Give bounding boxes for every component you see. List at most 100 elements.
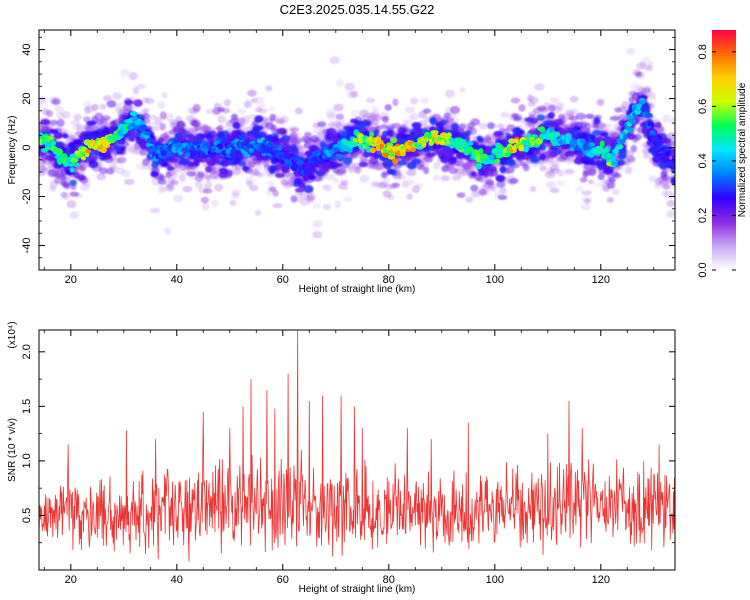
heatmap-cell [147, 114, 158, 121]
heatmap-cell [443, 112, 451, 119]
heatmap-cell [526, 133, 532, 140]
heatmap-cell [477, 169, 486, 176]
heatmap-cell [470, 118, 481, 126]
heatmap-cell [267, 180, 275, 187]
heatmap-cell [69, 167, 75, 173]
heatmap-cell [227, 170, 234, 177]
heatmap-cell [312, 219, 323, 228]
heatmap-cell [640, 105, 649, 113]
heatmap-cell [497, 194, 508, 200]
heatmap-cell [385, 159, 395, 168]
heatmap-cell [380, 172, 388, 179]
heatmap-cell [377, 182, 386, 189]
heatmap-cell [245, 176, 256, 183]
heatmap-cell [196, 152, 203, 159]
heatmap-cell [450, 123, 460, 131]
heatmap-cell [238, 134, 248, 141]
snr-y-axis: 0.51.01.52.0 [21, 344, 675, 544]
heatmap-cell [256, 155, 264, 162]
heatmap-cell [166, 166, 175, 171]
heatmap-cell [445, 89, 455, 98]
heatmap-cell [217, 143, 224, 150]
heatmap-cell [335, 79, 344, 88]
heatmap-cell [136, 83, 147, 90]
heatmap-cell [518, 104, 526, 112]
heatmap-cell [655, 141, 661, 148]
heatmap-cell [39, 165, 47, 172]
heatmap-cell [199, 125, 207, 133]
heatmap-cell [499, 186, 507, 194]
heatmap-cell [379, 135, 388, 142]
heatmap-cell [529, 117, 539, 124]
heatmap-cell [391, 122, 401, 129]
heatmap-cell [250, 169, 260, 176]
colorbar-tick-label: 0.2 [697, 208, 709, 223]
snr-frame [38, 329, 676, 571]
heatmap-cell [161, 92, 168, 99]
figure-title: C2E3.2025.035.14.55.G22 [280, 2, 435, 17]
heatmap-cell [159, 111, 167, 120]
heatmap-cell [624, 166, 633, 175]
colorbar-tick-label: 0.8 [697, 44, 709, 59]
heatmap-cell [564, 159, 572, 165]
heatmap-cell [325, 108, 336, 116]
heatmap-cell [265, 85, 273, 92]
heatmap-cell [621, 100, 629, 110]
heatmap-cell [475, 162, 483, 170]
heatmap-cell [539, 165, 547, 172]
heatmap-cell [254, 209, 262, 216]
heatmap-cell [290, 195, 298, 203]
heatmap-cell [214, 183, 224, 192]
heatmap-cell [303, 185, 314, 193]
heatmap-cell [404, 106, 416, 114]
heatmap-cell [628, 117, 637, 125]
x-tick-label: 40 [171, 274, 183, 286]
heatmap-cell [88, 155, 99, 161]
heatmap-cell [630, 145, 638, 153]
heatmap-cell [178, 127, 186, 134]
snr-y-axis-label: SNR (10 * v/v) [7, 418, 18, 482]
heatmap-cell [392, 158, 399, 165]
heatmap-cell [382, 115, 390, 124]
heatmap-cell [455, 151, 464, 159]
heatmap-cell [527, 94, 534, 102]
x-tick-label: 80 [383, 574, 395, 586]
heatmap-cell [626, 47, 636, 55]
heatmap-cell [232, 122, 241, 130]
heatmap-cell [549, 151, 558, 158]
heatmap-cell [493, 158, 501, 164]
heatmap-cell [350, 109, 362, 118]
heatmap-cell [446, 132, 452, 138]
heatmap-cell [308, 144, 318, 152]
heatmap-cell [123, 178, 135, 185]
colorbar-gradient [712, 30, 736, 270]
heatmap-cell [217, 115, 227, 124]
heatmap-cell [643, 56, 650, 62]
heatmap-cell [113, 145, 121, 151]
heatmap-cell [597, 173, 605, 181]
heatmap-cell [592, 123, 600, 129]
heatmap-cell [434, 121, 445, 127]
heatmap-cell [566, 149, 577, 156]
heatmap-cell [179, 173, 186, 182]
heatmap-cell [406, 178, 415, 186]
heatmap-cell [585, 166, 596, 171]
heatmap-cell [307, 166, 316, 173]
heatmap-cell [50, 128, 59, 134]
heatmap-cell [157, 101, 166, 110]
heatmap-cell [80, 183, 91, 191]
heatmap-cell [157, 137, 165, 144]
heatmap-cell [205, 174, 212, 181]
heatmap-cell [51, 98, 61, 106]
heatmap-cell [157, 178, 167, 185]
heatmap-cell [314, 175, 323, 182]
heatmap-cell [580, 121, 587, 129]
heatmap-cell [655, 121, 662, 129]
heatmap-cell [243, 100, 252, 109]
heatmap-cell [312, 203, 322, 210]
heatmap-cell [384, 104, 392, 111]
heatmap-cell [184, 152, 191, 158]
heatmap-cell [620, 139, 626, 144]
spectrogram-x-axis-label: Height of straight line (km) [299, 284, 416, 295]
